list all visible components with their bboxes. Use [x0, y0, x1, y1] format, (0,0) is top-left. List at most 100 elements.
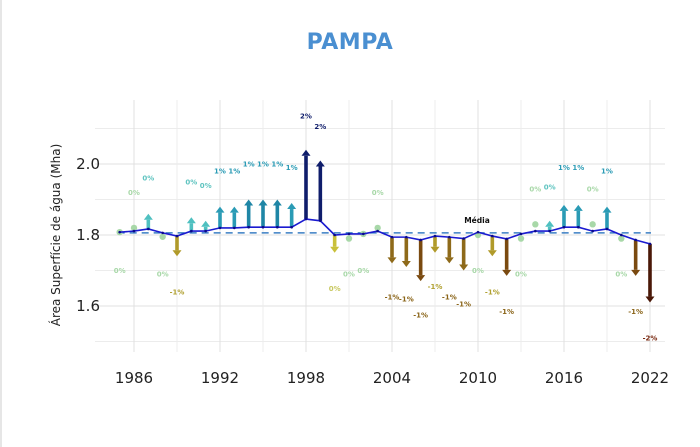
percent-label: 1% [257, 161, 269, 169]
trend-point [190, 229, 193, 233]
percent-label: -1% [442, 294, 457, 302]
annual-arrow [387, 237, 397, 264]
trend-point [534, 229, 537, 233]
arrow-head [330, 246, 340, 253]
trend-point [276, 225, 279, 229]
annual-arrow [186, 217, 196, 232]
mean-line-group: Média [117, 216, 651, 234]
annual-arrow [315, 160, 325, 221]
annual-arrow [143, 213, 153, 229]
trend-point [505, 237, 508, 241]
annual-arrow [645, 243, 655, 303]
annual-point [130, 224, 138, 232]
trend-point [204, 229, 207, 233]
annual-arrow [201, 220, 211, 232]
trend-point [233, 226, 236, 230]
annual-arrow [272, 199, 282, 228]
percent-label: 1% [228, 168, 240, 176]
percent-label: -1% [628, 308, 643, 316]
x-tick-label: 2004 [373, 369, 411, 387]
percent-label: 0% [185, 178, 197, 186]
trend-point [362, 232, 365, 236]
trend-point [491, 234, 494, 238]
annual-point [374, 224, 381, 232]
percent-label: -1% [499, 308, 514, 316]
percent-label: 2% [314, 123, 326, 131]
arrow-head [459, 264, 469, 271]
annual-arrow [229, 206, 239, 228]
y-tick-label: 1.6 [76, 297, 100, 315]
trend-point [347, 232, 351, 236]
percent-labels: 0%0%0%0%-1%0% 0%1% 1%1% 1% 1% 1%2%2%0%0% 0%0%-… [114, 113, 658, 343]
trend-point [161, 231, 164, 235]
trend-point [333, 233, 336, 237]
x-tick-label: 2016 [545, 369, 583, 387]
chart-title: PAMPA [306, 30, 394, 55]
trend-line-group [118, 217, 652, 246]
trend-point [290, 225, 293, 229]
arrow-head [645, 296, 655, 303]
percent-label: 0% [615, 271, 627, 279]
trend-line [119, 218, 651, 245]
arrow-head [573, 204, 583, 211]
annual-point [517, 235, 525, 242]
arrow-head [287, 203, 297, 210]
percent-label: -1% [170, 288, 185, 296]
percent-label: 0% [200, 182, 212, 190]
trend-point [118, 230, 121, 234]
trend-point [577, 225, 580, 229]
trend-point [419, 238, 422, 242]
annual-arrow [215, 206, 225, 228]
annual-point [618, 235, 625, 242]
x-tick-label: 2010 [459, 369, 497, 387]
trend-point [519, 232, 523, 236]
annual-arrow [401, 237, 411, 267]
y-axis: 1.6 1.8 2.0 [76, 155, 100, 315]
trend-point [218, 226, 222, 230]
arrow-head [545, 220, 555, 227]
trend-point [405, 235, 408, 239]
percent-label: 1% [558, 164, 570, 172]
y-tick-label: 2.0 [76, 155, 100, 173]
percent-label: 0% [142, 175, 154, 183]
trend-point [147, 227, 150, 231]
trend-point [462, 237, 465, 240]
percent-label: 0% [472, 267, 484, 275]
percent-label: 0% [544, 184, 556, 192]
annual-arrow [301, 149, 311, 220]
trend-point [448, 235, 451, 239]
percent-label: 0% [529, 185, 541, 193]
annual-arrow [416, 239, 426, 282]
y-axis-label: Área Superfície de água (Mha) [48, 144, 63, 327]
percent-label: 0% [343, 271, 355, 279]
arrows [116, 149, 655, 303]
percent-label: 1% [601, 168, 613, 176]
trend-point [476, 230, 480, 234]
y-tick-label: 1.8 [76, 226, 100, 244]
percent-label: 0% [515, 271, 527, 279]
annual-point [532, 221, 539, 228]
annual-point [345, 235, 353, 242]
percent-label: -1% [428, 283, 443, 291]
mean-label: Média [464, 216, 490, 225]
percent-label: 0% [128, 189, 140, 197]
arrow-head [387, 257, 397, 264]
annual-arrow [330, 235, 340, 253]
percent-label: -1% [485, 288, 500, 296]
percent-label: 0% [372, 189, 384, 197]
arrow-head [430, 246, 440, 253]
trend-point [319, 219, 322, 223]
percent-label: -1% [413, 311, 428, 319]
percent-label: 0% [329, 285, 341, 293]
annual-arrow [287, 203, 297, 228]
trend-point [548, 229, 551, 233]
trend-point [261, 225, 265, 229]
annual-arrow [487, 236, 497, 257]
annual-arrow [444, 237, 454, 264]
percent-label: 0% [157, 271, 169, 279]
trend-point [634, 238, 637, 242]
annual-arrow [258, 199, 268, 228]
arrow-head [602, 206, 612, 213]
annual-arrow [631, 239, 641, 276]
